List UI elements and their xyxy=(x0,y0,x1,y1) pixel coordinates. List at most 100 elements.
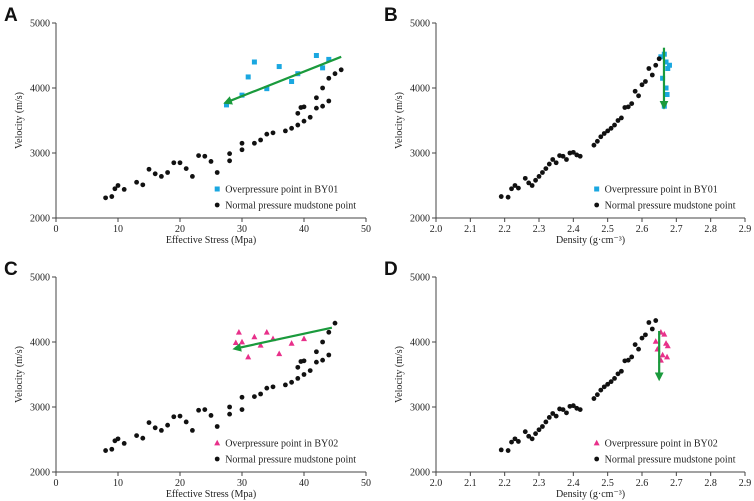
data-point xyxy=(332,320,338,326)
chart-panel-c: C 0 10 20 30 40 50 2000 3000 4000 5000 Effective St… xyxy=(4,259,371,500)
chart-panel-a: A 0 10 20 30 40 50 2000 3000 4000 5000 Effective St… xyxy=(4,5,371,246)
x-tick-label: 2.0 xyxy=(430,478,443,489)
data-point xyxy=(112,186,118,192)
data-point xyxy=(270,384,276,390)
x-tick-label: 20 xyxy=(175,478,185,489)
data-point xyxy=(307,114,313,120)
data-point xyxy=(239,140,245,146)
data-point xyxy=(636,346,641,352)
x-tick-label: 2.4 xyxy=(567,224,580,235)
x-tick-label: 2.9 xyxy=(739,478,752,489)
data-point xyxy=(332,71,338,77)
x-axis-label: Effective Stress (Mpa) xyxy=(166,235,256,246)
data-point xyxy=(202,407,208,412)
data-point xyxy=(661,331,668,337)
data-point xyxy=(615,371,621,377)
x-tick-label: 2.7 xyxy=(670,478,683,489)
data-point xyxy=(643,332,648,338)
data-point xyxy=(649,72,655,78)
y-tick-label: 4000 xyxy=(30,338,50,349)
x-tick-label: 50 xyxy=(361,224,371,235)
data-point xyxy=(295,364,301,370)
data-point xyxy=(505,194,511,200)
data-point xyxy=(509,186,514,192)
data-point xyxy=(314,359,319,365)
data-point xyxy=(629,354,635,360)
y-tick-label: 4000 xyxy=(410,338,430,349)
data-point xyxy=(320,357,325,363)
y-tick-label: 5000 xyxy=(30,273,50,284)
data-point xyxy=(543,166,549,172)
data-point xyxy=(171,414,177,420)
data-point xyxy=(666,62,672,68)
x-axis-label: Density (g·cm⁻³) xyxy=(556,489,625,500)
data-point xyxy=(301,118,307,124)
legend-marker xyxy=(593,439,600,446)
data-point xyxy=(263,329,270,335)
data-point xyxy=(227,404,233,410)
data-point xyxy=(550,157,556,162)
x-tick-label: 10 xyxy=(113,224,123,235)
x-tick-label: 2.6 xyxy=(636,224,649,235)
data-point xyxy=(146,166,152,172)
x-tick-label: 30 xyxy=(237,224,247,235)
panel-letter: B xyxy=(384,5,398,26)
data-point xyxy=(522,429,528,435)
data-point xyxy=(498,194,504,199)
data-point xyxy=(283,382,288,388)
data-point xyxy=(121,187,127,192)
legend-label: Overpressure point in BY01 xyxy=(605,185,718,196)
data-point xyxy=(632,88,638,94)
data-point xyxy=(512,183,518,188)
data-point xyxy=(165,422,171,428)
x-tick-label: 2.3 xyxy=(533,478,546,489)
data-point xyxy=(258,391,263,397)
data-point xyxy=(214,170,220,175)
data-point xyxy=(653,318,659,323)
y-tick-label: 2000 xyxy=(30,468,50,479)
data-point xyxy=(625,104,631,110)
data-point xyxy=(577,153,583,159)
data-point xyxy=(338,67,344,73)
data-point xyxy=(314,349,319,355)
data-point xyxy=(103,195,108,201)
data-point xyxy=(301,335,307,342)
data-point xyxy=(608,125,614,131)
data-point xyxy=(320,339,325,345)
data-point xyxy=(227,151,233,157)
data-point xyxy=(159,174,164,179)
data-point xyxy=(546,415,552,420)
data-point xyxy=(257,342,264,348)
data-point xyxy=(326,56,332,62)
legend-label: Normal pressure mudstone point xyxy=(225,455,356,466)
data-point xyxy=(239,147,245,153)
data-point xyxy=(659,351,666,358)
data-point xyxy=(245,353,252,360)
data-point xyxy=(313,53,319,58)
data-point xyxy=(159,428,164,433)
legend-marker xyxy=(214,439,221,446)
data-point xyxy=(109,446,115,452)
data-point xyxy=(663,85,669,91)
data-point xyxy=(625,357,631,363)
data-point xyxy=(536,174,542,179)
series-overpressure xyxy=(652,329,671,363)
data-point xyxy=(232,339,239,346)
legend-marker xyxy=(594,202,600,208)
y-tick-label: 3000 xyxy=(30,149,50,160)
data-point xyxy=(605,128,611,134)
data-point xyxy=(239,394,245,400)
data-point xyxy=(649,326,655,332)
x-tick-label: 2.0 xyxy=(430,224,443,235)
data-point xyxy=(646,320,652,325)
x-tick-label: 20 xyxy=(175,224,185,235)
x-tick-label: 10 xyxy=(113,478,123,489)
y-tick-label: 4000 xyxy=(30,84,50,95)
data-point xyxy=(295,376,301,381)
data-point xyxy=(289,379,294,385)
data-point xyxy=(601,131,607,136)
data-point xyxy=(295,110,301,116)
y-tick-label: 4000 xyxy=(410,84,430,95)
data-point xyxy=(516,185,521,191)
data-point xyxy=(664,342,671,349)
